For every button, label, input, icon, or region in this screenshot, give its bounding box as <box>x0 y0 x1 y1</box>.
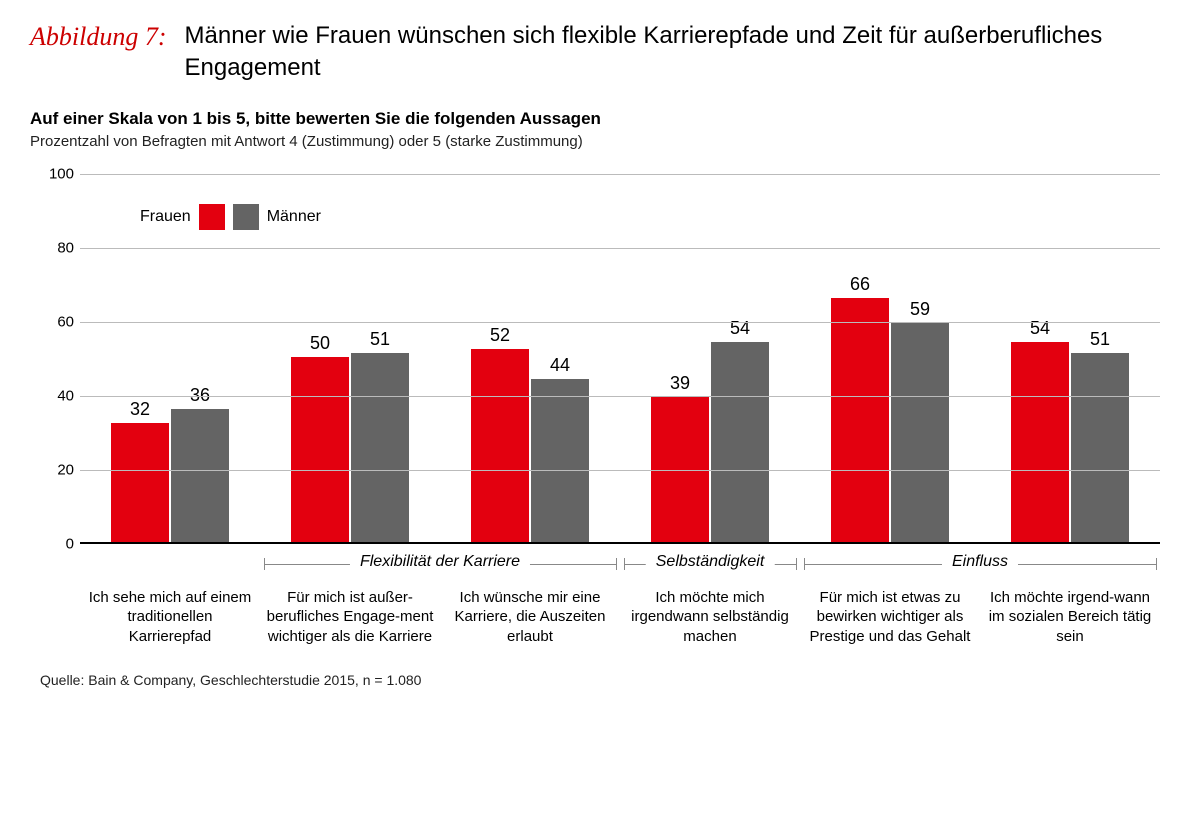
figure-header: Abbildung 7: Männer wie Frauen wünschen … <box>30 20 1170 85</box>
subtitle-note: Prozentzahl von Befragten mit Antwort 4 … <box>30 133 1170 150</box>
legend-swatch-maenner <box>233 204 259 230</box>
bar-frauen: 52 <box>471 349 529 541</box>
bar-value: 52 <box>490 325 510 346</box>
grid-line <box>80 322 1160 323</box>
bar-frauen: 32 <box>111 423 169 541</box>
x-label: Für mich ist außer-berufliches Engage-me… <box>260 588 439 647</box>
section-label: Einfluss <box>942 553 1018 571</box>
x-axis-labels: Ich sehe mich auf einem traditionellen K… <box>80 588 1160 647</box>
bar-group: 5051 <box>260 353 439 542</box>
bar-frauen: 66 <box>831 298 889 542</box>
bar-maenner: 51 <box>351 353 409 542</box>
bar-maenner: 36 <box>171 409 229 542</box>
bar-group: 3236 <box>80 409 259 542</box>
bar-value: 51 <box>1090 329 1110 350</box>
section-tick <box>624 558 625 570</box>
bar-value: 44 <box>550 355 570 376</box>
bar-maenner: 51 <box>1071 353 1129 542</box>
section-tick <box>616 558 617 570</box>
legend-maenner-label: Männer <box>267 208 321 226</box>
y-tick: 40 <box>57 387 74 404</box>
x-label: Für mich ist etwas zu bewirken wichtiger… <box>800 588 979 647</box>
x-label: Ich wünsche mir eine Karriere, die Ausze… <box>440 588 619 647</box>
chart: 020406080100 Frauen Männer 3236505152443… <box>40 174 1160 544</box>
bar-value: 59 <box>910 299 930 320</box>
section-tick <box>804 558 805 570</box>
legend-swatch-frauen <box>199 204 225 230</box>
bar-group: 5451 <box>980 342 1159 542</box>
x-label: Ich möchte mich irgendwann selbständig m… <box>620 588 799 647</box>
bar-group: 39 54 <box>620 342 799 542</box>
x-section-brackets: Flexibilität der Karriere Selbständigkeit… <box>80 556 1160 580</box>
section-tick <box>1156 558 1157 570</box>
y-tick: 60 <box>57 313 74 330</box>
section-label: Flexibilität der Karriere <box>350 553 530 571</box>
legend: Frauen Männer <box>140 204 321 230</box>
bar-value: 50 <box>310 333 330 354</box>
section-label: Selbständigkeit <box>646 553 775 571</box>
y-tick: 0 <box>66 535 74 552</box>
bar-value: 66 <box>850 274 870 295</box>
y-tick: 80 <box>57 239 74 256</box>
bar-value: 39 <box>670 373 690 394</box>
grid-line <box>80 248 1160 249</box>
bar-maenner: 59 <box>891 323 949 541</box>
bar-value: 51 <box>370 329 390 350</box>
grid-line <box>80 470 1160 471</box>
chart-area: 020406080100 Frauen Männer 3236505152443… <box>40 174 1170 647</box>
bar-frauen: 54 <box>1011 342 1069 542</box>
figure-title: Männer wie Frauen wünschen sich flexible… <box>185 20 1171 85</box>
y-axis: 020406080100 <box>40 174 80 544</box>
y-tick: 100 <box>49 165 74 182</box>
bar-group: 6659 <box>800 298 979 542</box>
x-label: Ich sehe mich auf einem traditionellen K… <box>80 588 259 647</box>
figure-label: Abbildung 7: <box>30 20 167 52</box>
plot-area: Frauen Männer 323650515244395466595451 <box>80 174 1160 544</box>
bar-maenner: 44 <box>531 379 589 542</box>
section-tick <box>264 558 265 570</box>
grid-line <box>80 396 1160 397</box>
bar-frauen: 50 <box>291 357 349 542</box>
bar-group: 5244 <box>440 349 619 541</box>
section-tick <box>796 558 797 570</box>
subtitle-bold: Auf einer Skala von 1 bis 5, bitte bewer… <box>30 109 1170 129</box>
bar-maenner: 54 <box>711 342 769 542</box>
grid-line <box>80 174 1160 175</box>
bar-value: 32 <box>130 399 150 420</box>
y-tick: 20 <box>57 461 74 478</box>
source-note: Quelle: Bain & Company, Geschlechterstud… <box>40 672 1170 688</box>
x-label: Ich möchte irgend-wann im sozialen Berei… <box>980 588 1159 647</box>
legend-frauen-label: Frauen <box>140 208 191 226</box>
subtitle-block: Auf einer Skala von 1 bis 5, bitte bewer… <box>30 109 1170 150</box>
